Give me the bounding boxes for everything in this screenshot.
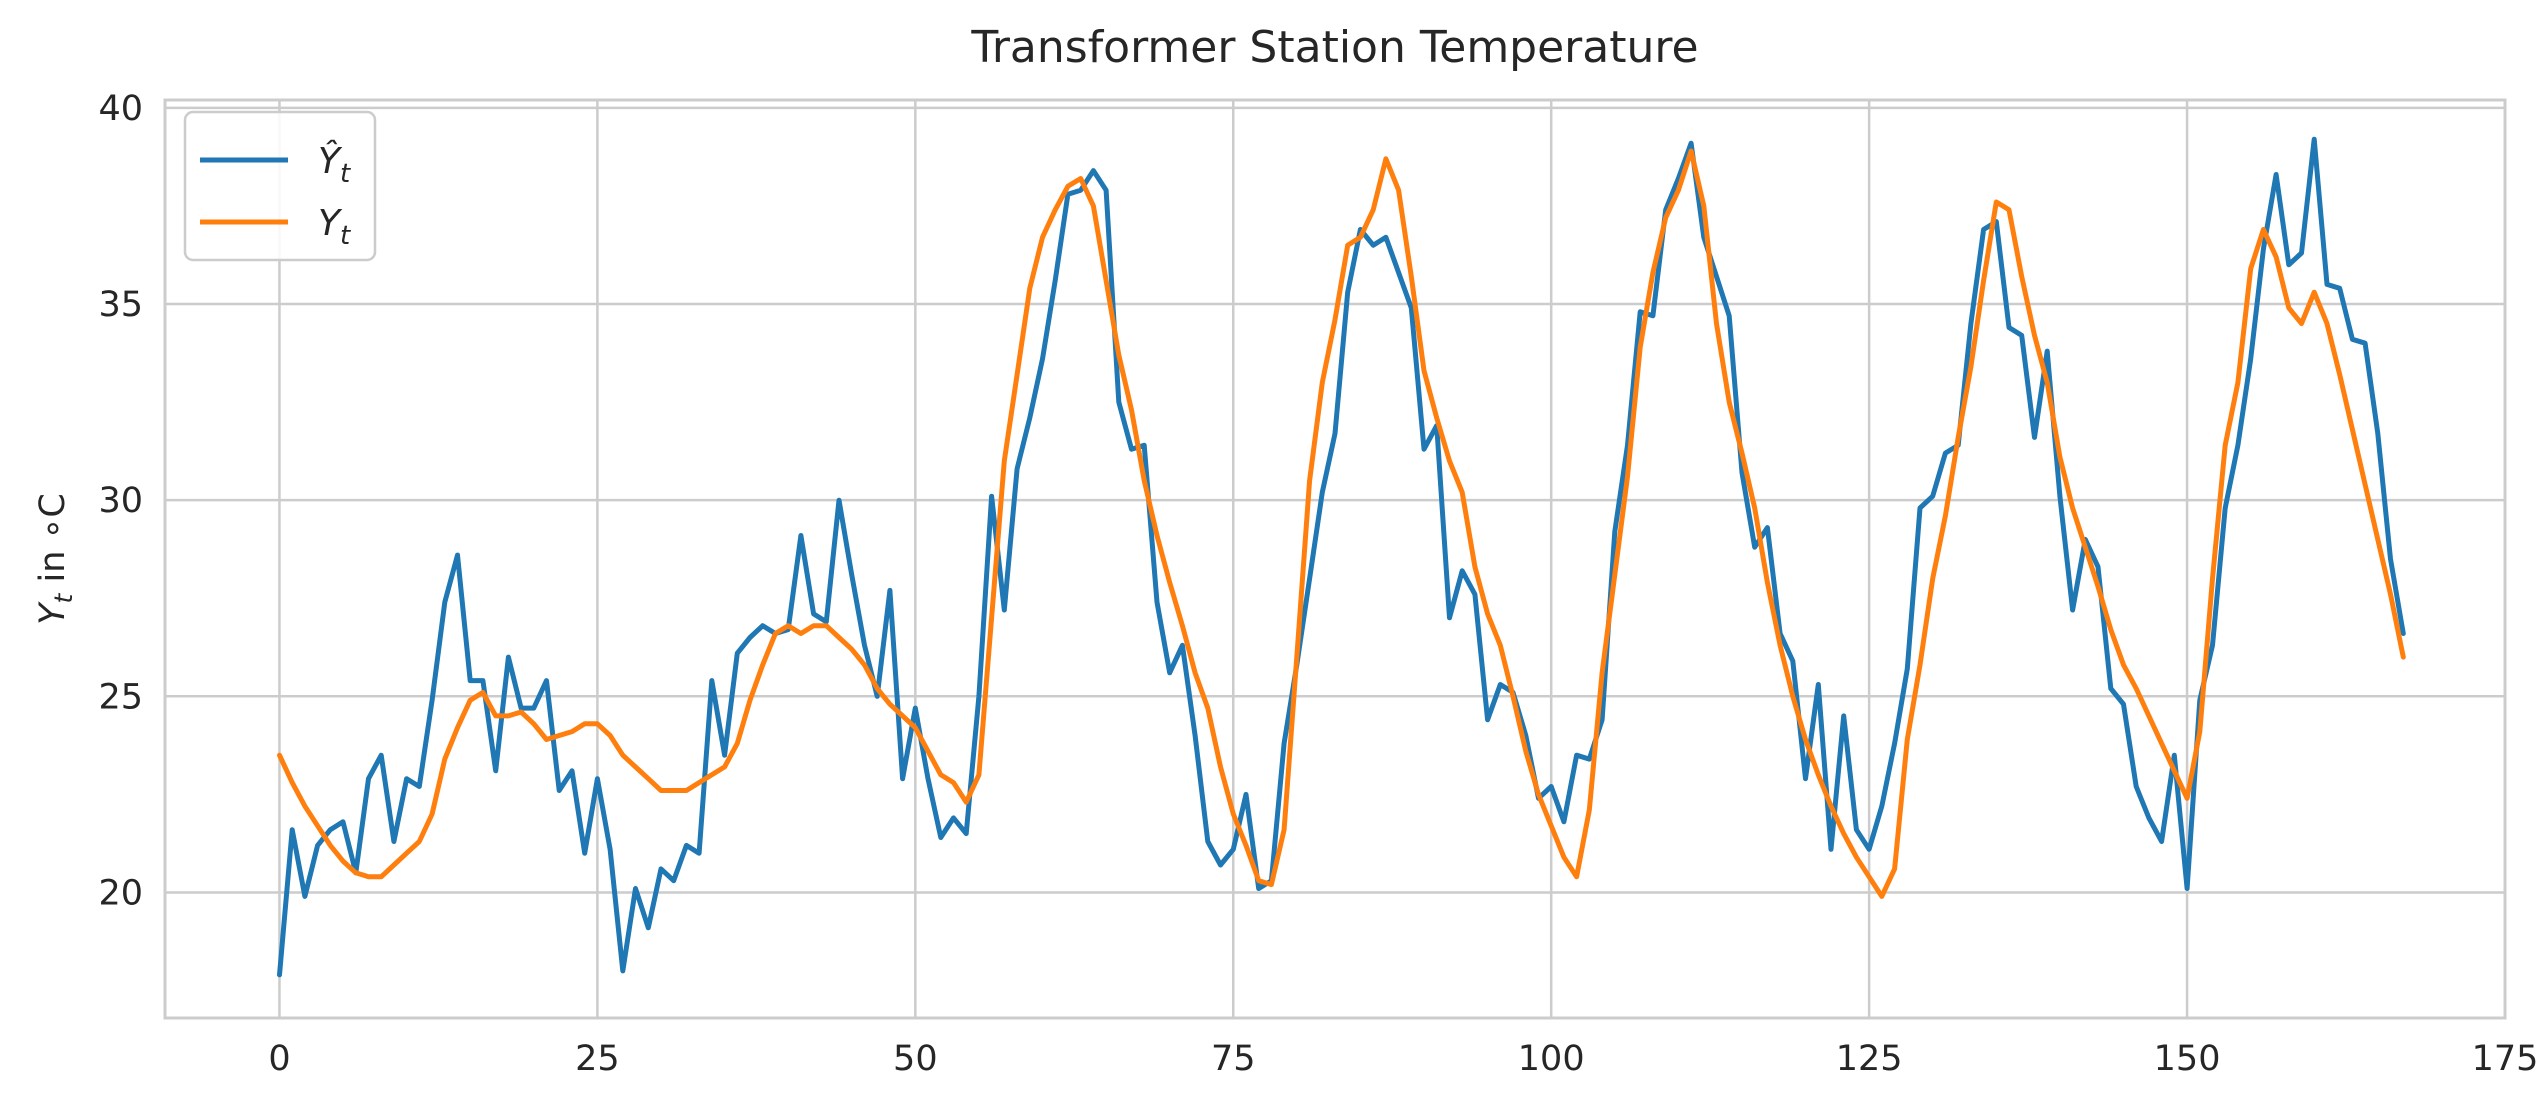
- legend-label-y-hat: Ŷt: [318, 139, 351, 189]
- plot-frame: [163, 98, 2507, 1020]
- y-axis-label-sub: t: [49, 592, 78, 603]
- y-axis-label-rest: in ∘C: [33, 493, 73, 594]
- y-tick-label: 25: [98, 677, 143, 717]
- y-tick-label: 20: [98, 873, 143, 913]
- x-tick-label: 150: [2154, 1039, 2221, 1079]
- y-tick-labels: 20 25 30 35 40: [98, 89, 143, 914]
- x-tick-label: 100: [1518, 1039, 1585, 1079]
- legend-label-y-hat-sub: t: [340, 159, 351, 189]
- legend-label-y: Yt: [318, 203, 351, 251]
- x-tick-label: 175: [2472, 1039, 2539, 1079]
- grid-lines: [165, 100, 2507, 1018]
- legend-label-y-main: Y: [318, 203, 343, 244]
- legend-label-y-hat-main: Ŷ: [318, 139, 343, 182]
- y-tick-label: 40: [98, 89, 143, 129]
- x-tick-label: 0: [268, 1039, 290, 1079]
- x-tick-label: 75: [1211, 1039, 1256, 1079]
- y-tick-label: 30: [98, 481, 143, 521]
- x-tick-label: 50: [893, 1039, 938, 1079]
- legend: Ŷt Yt: [183, 110, 377, 262]
- x-tick-labels: 0 25 50 75 100 125 150 175: [268, 1039, 2538, 1079]
- legend-label-y-sub: t: [340, 221, 351, 251]
- x-tick-label: 25: [575, 1039, 620, 1079]
- y-tick-label: 35: [98, 285, 143, 325]
- series-line-1: [277, 148, 2406, 899]
- x-tick-label: 125: [1836, 1039, 1903, 1079]
- y-axis-label-main: Y: [33, 601, 73, 625]
- y-axis-label: Yt in ∘C: [33, 493, 78, 625]
- chart-title: Transformer Station Temperature: [970, 22, 1698, 73]
- series-group: [277, 136, 2406, 978]
- series-line-0: [277, 136, 2406, 978]
